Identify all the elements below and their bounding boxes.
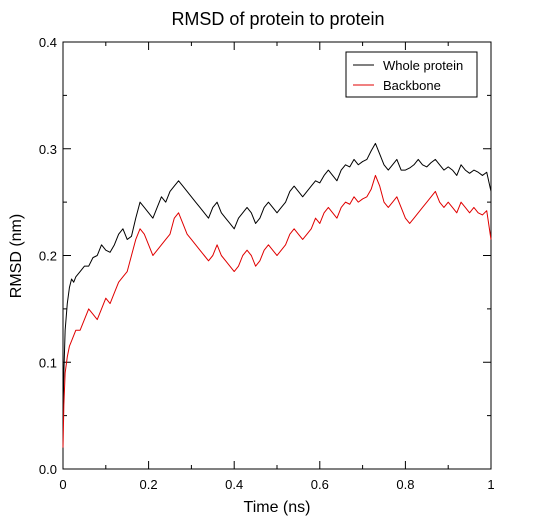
x-tick-label: 0 bbox=[59, 477, 66, 492]
legend-label: Whole protein bbox=[383, 58, 463, 73]
x-tick-label: 0.4 bbox=[225, 477, 243, 492]
y-tick-label: 0.4 bbox=[39, 35, 57, 50]
legend-label: Backbone bbox=[383, 78, 441, 93]
series-lines bbox=[62, 142, 492, 448]
legend: Whole protein Backbone bbox=[345, 51, 478, 98]
y-tick-label: 0.2 bbox=[39, 249, 57, 264]
x-tick-label: 0.2 bbox=[140, 477, 158, 492]
chart-title: RMSD of protein to protein bbox=[171, 9, 384, 29]
legend-box bbox=[345, 51, 478, 98]
y-axis-label: RMSD (nm) bbox=[8, 214, 25, 298]
x-tick-label: 1 bbox=[487, 477, 494, 492]
y-tick-label: 0.1 bbox=[39, 355, 57, 370]
y-axis: 0.0 0.1 0.2 0.3 0.4 bbox=[39, 35, 491, 477]
x-axis-label: Time (ns) bbox=[244, 499, 311, 516]
x-axis: 0 0.2 0.4 0.6 0.8 1 bbox=[59, 42, 495, 492]
x-tick-label: 0.6 bbox=[311, 477, 329, 492]
y-tick-label: 0.3 bbox=[39, 142, 57, 157]
x-tick-label: 0.8 bbox=[396, 477, 414, 492]
series-line-backbone bbox=[62, 174, 492, 448]
y-tick-label: 0.0 bbox=[39, 462, 57, 477]
series-line-whole-protein bbox=[62, 142, 492, 416]
